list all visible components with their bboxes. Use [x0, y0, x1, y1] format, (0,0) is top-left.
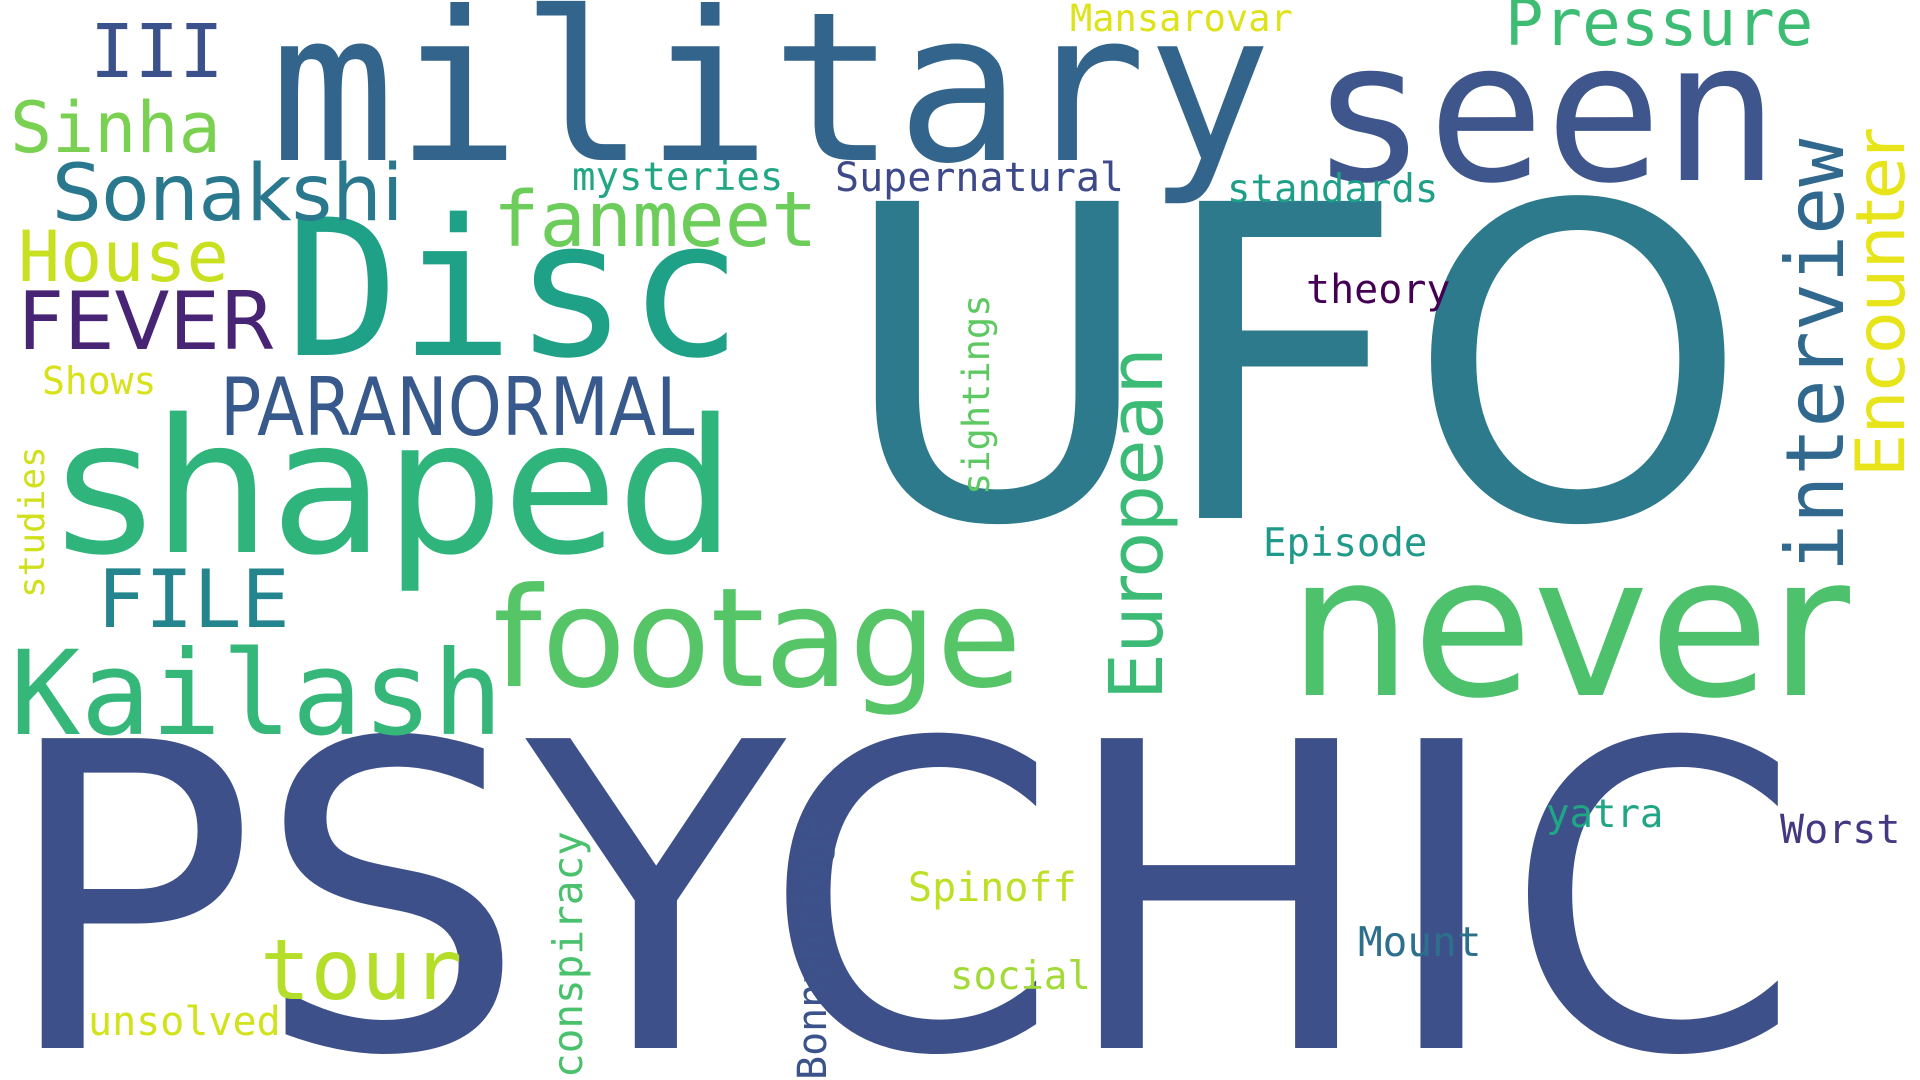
word-paranormal: PARANORMAL	[220, 361, 695, 454]
word-yatra: yatra	[1546, 792, 1664, 837]
word-file: FILE	[97, 553, 290, 646]
word-disc: Disc	[285, 179, 743, 400]
word-tour: tour	[260, 921, 463, 1019]
word-european: European	[1094, 347, 1180, 700]
word-sightings: sightings	[955, 294, 998, 495]
word-psychic: PSYCHIC	[0, 655, 1801, 1080]
word-ufo: UFO	[838, 114, 1749, 621]
word-encounter: Encounter	[1842, 129, 1920, 477]
word-spinoff: Spinoff	[908, 865, 1077, 911]
word-studies: studies	[12, 446, 53, 598]
word-mount: Mount	[1358, 918, 1482, 966]
word-kailash: Kailash	[10, 625, 504, 762]
word-sinha: Sinha	[10, 87, 221, 169]
word-standards: standards	[1227, 167, 1439, 212]
word-seen: seen	[1310, 0, 1780, 226]
word-iii: III	[90, 9, 224, 95]
word-military: military	[270, 0, 1272, 210]
word-mansarovar: Mansarovar	[1070, 0, 1293, 40]
word-pressure: Pressure	[1505, 0, 1814, 61]
word-fever: FEVER	[18, 275, 276, 368]
word-footage: footage	[493, 558, 1022, 719]
word-never: never	[1288, 514, 1850, 742]
word-theory: theory	[1306, 267, 1451, 313]
word-unsolved: unsolved	[88, 999, 281, 1045]
word-fanmeet: fanmeet	[493, 176, 818, 265]
word-shows: Shows	[42, 359, 157, 403]
word-episode: Episode	[1263, 521, 1428, 566]
word-shaped: shaped	[56, 379, 736, 596]
word-sonakshi: Sonakshi	[52, 149, 404, 239]
word-bonnybridge: Bonnybridge	[790, 815, 836, 1080]
word-mysteries: mysteries	[572, 155, 784, 200]
word-conspiracy: conspiracy	[544, 831, 592, 1078]
word-supernatural: Supernatural	[835, 155, 1124, 201]
word-worst: Worst	[1780, 807, 1901, 853]
word-social: social	[950, 954, 1091, 999]
word-house: House	[18, 216, 229, 298]
